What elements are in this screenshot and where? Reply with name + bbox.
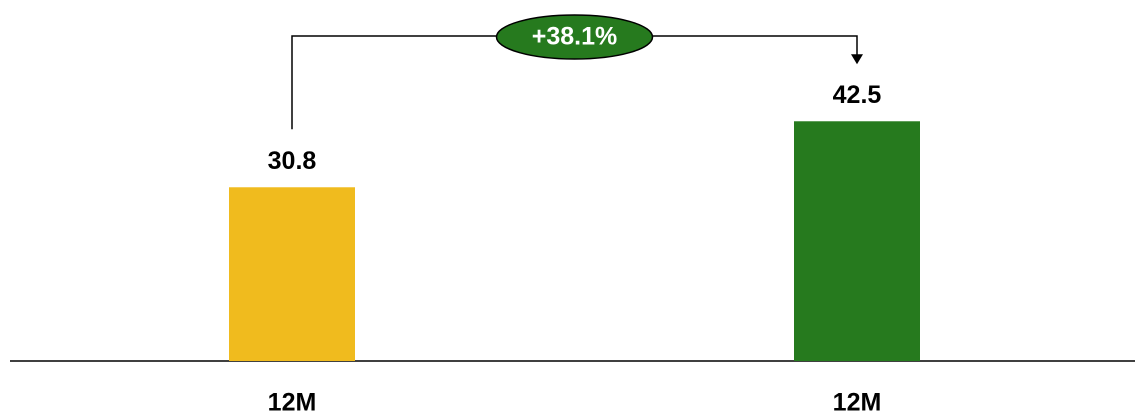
annotation: +38.1% xyxy=(532,23,618,51)
value-label: 30.8 xyxy=(268,147,317,175)
bar xyxy=(229,187,355,361)
value-label: 42.5 xyxy=(833,81,882,109)
arrow-head xyxy=(851,54,863,65)
bar xyxy=(794,121,920,361)
annotation-badge xyxy=(495,14,654,60)
x-tick-label: 12M xyxy=(268,389,317,416)
x-tick-label: 12M xyxy=(833,389,882,416)
